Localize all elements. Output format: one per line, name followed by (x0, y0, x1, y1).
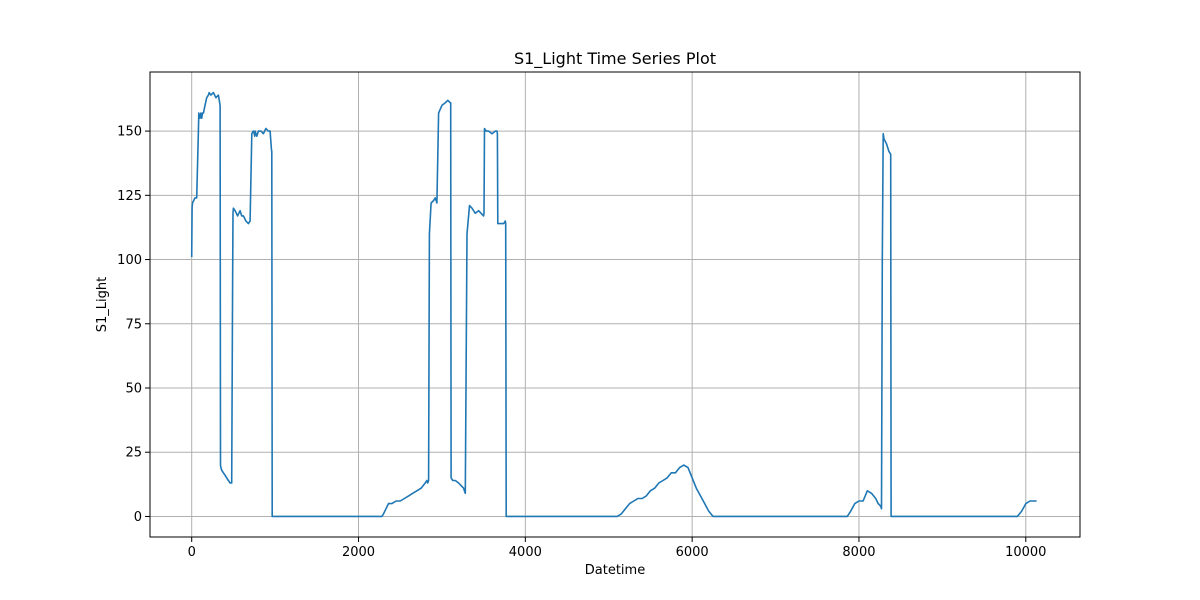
y-tick-label: 75 (125, 317, 142, 332)
plot-frame (149, 71, 1081, 538)
grid (150, 72, 1080, 537)
ticks: 0 2000 4000 6000 8000 10000 0 25 50 75 100 125 150 (117, 125, 1046, 560)
y-tick-label: 25 (125, 446, 142, 461)
y-tick-label: 50 (125, 381, 142, 396)
x-tick-label: 6000 (676, 545, 709, 560)
y-tick-label: 100 (117, 253, 142, 268)
series-layer (190, 91, 1037, 518)
y-tick-label: 0 (134, 510, 142, 525)
y-axis-label: S1_Light (95, 277, 110, 332)
x-axis-label: Datetime (585, 563, 645, 578)
x-tick-label: 4000 (509, 545, 542, 560)
x-tick-label: 8000 (842, 545, 875, 560)
y-tick-label: 150 (117, 125, 142, 140)
chart-title: S1_Light Time Series Plot (514, 49, 716, 69)
x-tick-label: 10000 (1005, 545, 1046, 560)
y-tick-label: 125 (117, 189, 142, 204)
x-tick-label: 2000 (342, 545, 375, 560)
series-line (190, 91, 1037, 518)
x-tick-label: 0 (188, 545, 196, 560)
